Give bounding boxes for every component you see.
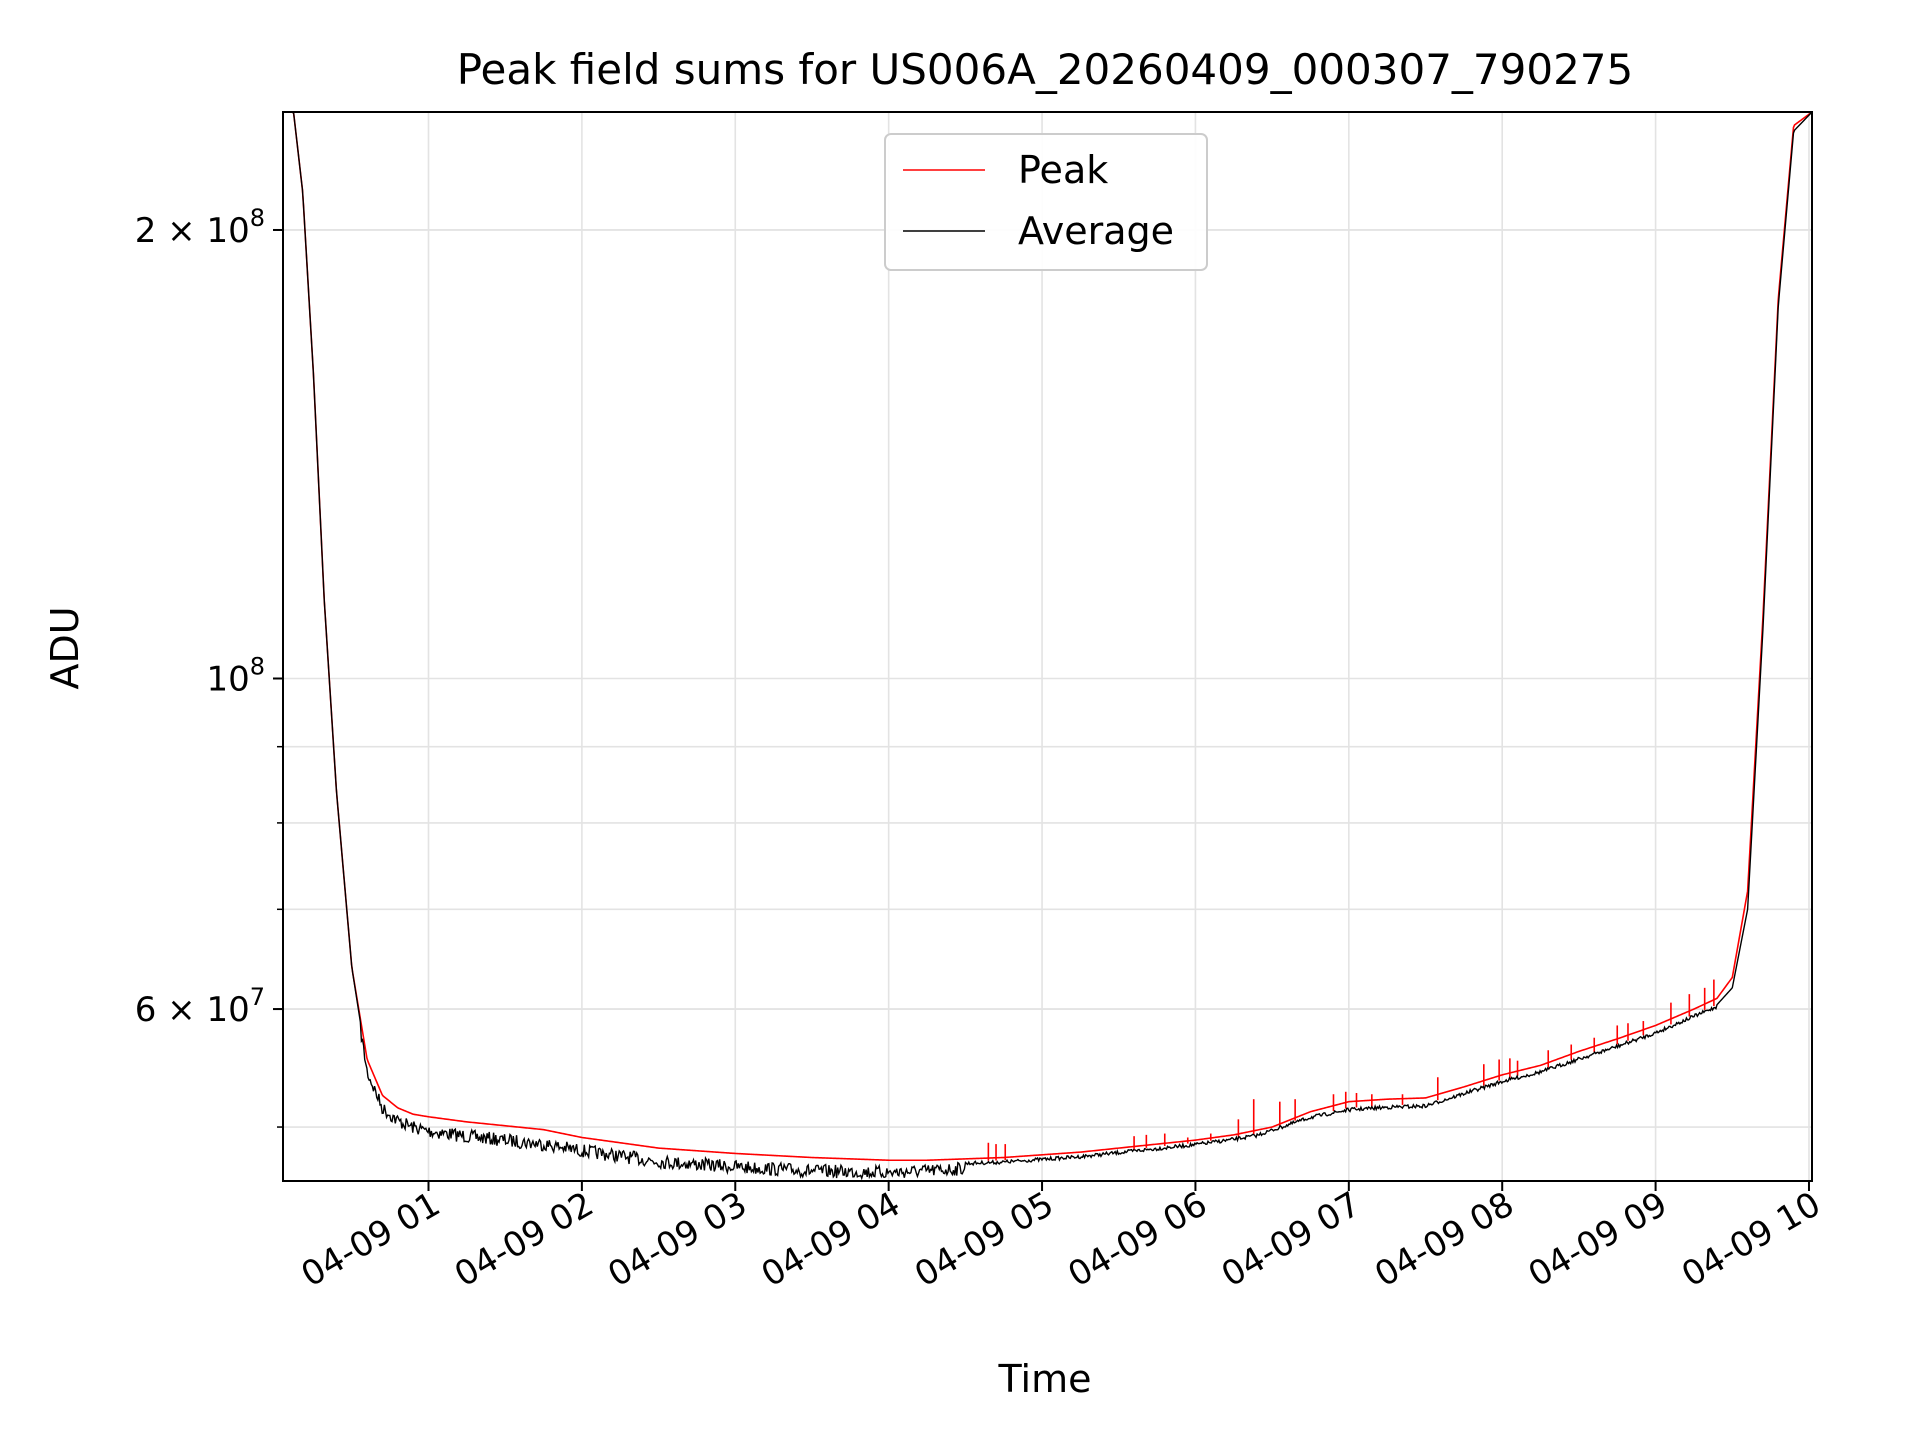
y-tick-label: 6 × 107 — [135, 983, 265, 1030]
x-tick-label: 04-09 02 — [448, 1184, 600, 1295]
plot-lines — [283, 112, 1812, 1181]
y-axis-label: ADU — [43, 606, 87, 689]
x-tick-label: 04-09 04 — [755, 1184, 907, 1295]
x-tick-label: 04-09 10 — [1675, 1184, 1827, 1295]
x-tick-label: 04-09 05 — [908, 1184, 1060, 1295]
y-axis: 6 × 107 108 2 × 108 — [135, 204, 283, 1128]
x-tick-label: 04-09 06 — [1062, 1184, 1214, 1295]
y-tick-label: 108 — [206, 653, 265, 700]
x-axis-label: Time — [998, 1357, 1092, 1401]
x-tick-label: 04-09 09 — [1522, 1184, 1674, 1295]
legend-average-label: Average — [1018, 209, 1174, 253]
x-tick-label: 04-09 07 — [1215, 1184, 1367, 1295]
series-peak-line — [283, 112, 1812, 1162]
legend-peak-label: Peak — [1018, 148, 1108, 192]
plot-frame — [282, 111, 1813, 1182]
x-tick-label: 04-09 08 — [1368, 1184, 1520, 1295]
legend-box — [884, 133, 1208, 271]
legend: Peak Average — [884, 133, 1208, 271]
gridlines — [283, 112, 1812, 1181]
x-axis: 04-09 01 04-09 02 04-09 03 04-09 04 04-09 05… — [295, 1181, 1827, 1295]
y-tick-label: 2 × 108 — [135, 204, 265, 251]
chart-title: Peak field sums for US006A_20260409_0003… — [457, 45, 1634, 94]
x-tick-label: 04-09 01 — [295, 1184, 447, 1295]
series-average-line — [283, 112, 1812, 1181]
x-tick-label: 04-09 03 — [601, 1184, 753, 1295]
